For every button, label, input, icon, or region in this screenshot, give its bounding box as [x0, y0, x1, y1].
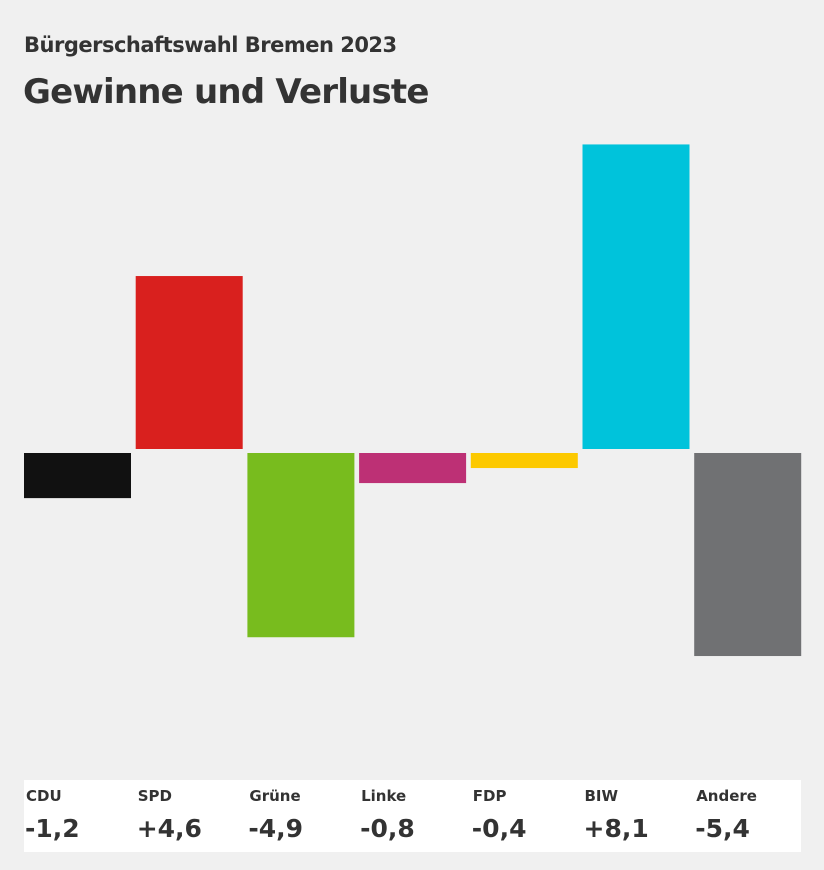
bar-grüne — [247, 453, 355, 638]
party-name: SPD — [137, 787, 172, 805]
party-value: -1,2 — [25, 814, 80, 843]
party-name: Andere — [696, 787, 757, 805]
bar-linke — [359, 453, 467, 484]
party-value: -4,9 — [248, 814, 304, 843]
value-label-box: CDU -1,2 SPD +4,6 Grüne -4,9 Linke -0,8 FDP -0,4 B… — [24, 780, 801, 852]
bar-andere — [694, 453, 802, 657]
party-value: +8,1 — [583, 814, 649, 843]
party-name: FDP — [472, 787, 507, 805]
party-name: Linke — [361, 787, 407, 805]
chart-title: Gewinne und Verluste — [23, 72, 429, 112]
chart-subtitle: Bürgerschaftswahl Bremen 2023 — [24, 33, 397, 57]
bar-biw — [582, 144, 690, 449]
bar-spd — [135, 276, 243, 449]
bar-fdp — [470, 453, 578, 469]
party-name: Grüne — [249, 787, 301, 805]
party-name: CDU — [26, 787, 62, 805]
party-name: BIW — [584, 787, 619, 805]
party-value: -0,8 — [360, 814, 415, 843]
party-value: -0,4 — [471, 814, 527, 843]
party-value: -5,4 — [695, 814, 750, 843]
bar-cdu — [24, 453, 131, 499]
party-value: +4,6 — [136, 814, 202, 843]
